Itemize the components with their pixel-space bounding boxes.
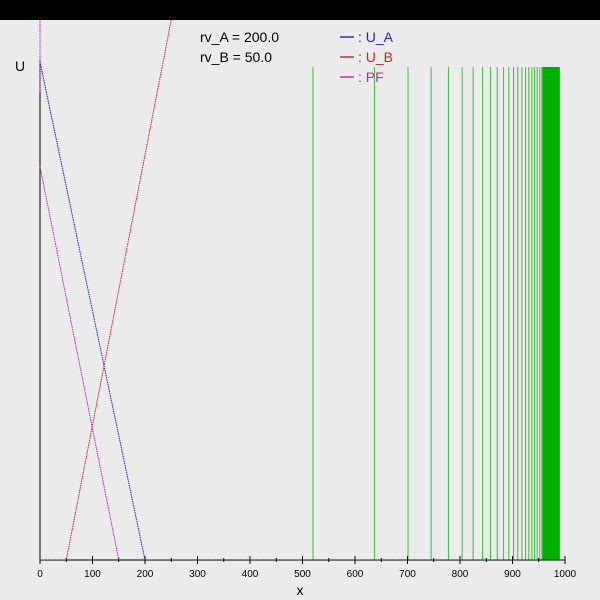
- legend-label-0: : U_A: [358, 29, 394, 45]
- series-group: [39, 20, 560, 560]
- x-axis-label: x: [297, 582, 304, 598]
- legend-label-1: : U_B: [358, 49, 393, 65]
- top-bar: [0, 0, 600, 20]
- x-tick-label-500: 500: [294, 569, 311, 580]
- vertical-lines-group: [312, 66, 560, 560]
- x-tick-label-300: 300: [189, 569, 206, 580]
- x-tick-label-900: 900: [504, 569, 521, 580]
- params-group: rv_A = 200.0 rv_B = 50.0: [200, 29, 279, 65]
- series-line-1: [40, 20, 172, 560]
- series-line-0: [39, 61, 560, 560]
- series-line-3: [39, 166, 120, 560]
- param-label-0: rv_A = 200.0: [200, 29, 279, 45]
- x-tick-label-600: 600: [347, 569, 364, 580]
- x-tick-label-100: 100: [84, 569, 101, 580]
- x-tick-label-700: 700: [399, 569, 416, 580]
- param-label-1: rv_B = 50.0: [200, 49, 272, 65]
- x-tick-label-200: 200: [137, 569, 154, 580]
- x-tick-label-1000: 1000: [554, 569, 577, 580]
- legend-label-2: : PF: [358, 69, 384, 85]
- axes-group: 0 100 200 300 400 500 600 700 800 900 1000: [37, 60, 577, 580]
- x-tick-label-0: 0: [37, 569, 43, 580]
- x-tick-label-800: 800: [452, 569, 469, 580]
- legend-group: : U_A : U_B : PF: [340, 29, 394, 85]
- y-axis-label: U: [15, 58, 25, 74]
- x-tick-label-400: 400: [242, 569, 259, 580]
